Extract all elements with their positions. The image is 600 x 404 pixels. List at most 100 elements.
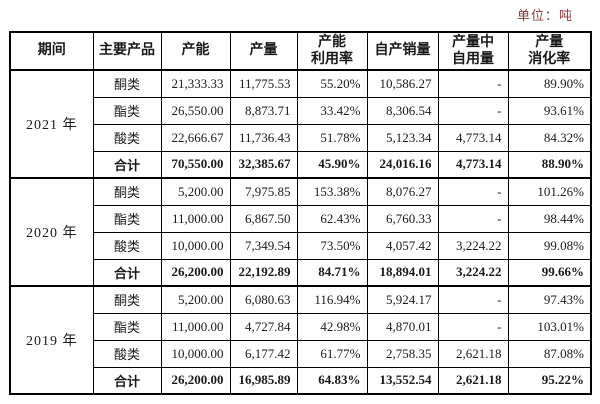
self-use-cell: - [437, 204, 509, 233]
output-cell: 8,873.71 [229, 96, 298, 125]
self-use-cell: - [437, 96, 509, 125]
utilization-cell: 45.90% [296, 150, 368, 179]
self-use-cell: 3,224.22 [437, 258, 509, 287]
digestion-cell: 99.66% [507, 258, 592, 287]
header-text: 产量 [249, 43, 278, 59]
header-row: 期间 主要产品 产能 产量 产能利用率 自产销量 产量中自用量 产量消化率 [9, 31, 592, 71]
product-cell: 酯类 [92, 96, 162, 125]
col-header-digestion: 产量 消化率 [507, 31, 592, 71]
output-cell: 6,080.63 [229, 285, 298, 314]
header-text: 产能 [181, 43, 210, 59]
output-cell: 16,985.89 [229, 366, 298, 395]
header-text: 利用率 [311, 52, 353, 67]
header-text: 产量 [535, 34, 564, 50]
unit-label: 单位：吨 [516, 8, 573, 23]
output-cell: 4,727.84 [229, 312, 298, 341]
table-row: 酯类 26,550.00 8,873.71 33.42% 8,306.54 - … [10, 96, 592, 125]
utilization-cell: 42.98% [296, 312, 368, 341]
self-sales-cell: 5,924.17 [366, 285, 439, 314]
self-use-cell: 3,224.22 [437, 231, 509, 260]
col-header-product: 主要产品 [92, 31, 162, 71]
self-sales-cell: 13,552.54 [366, 366, 439, 395]
self-use-cell: - [437, 69, 509, 98]
product-cell: 酯类 [92, 204, 162, 233]
table-row: 酸类 10,000.00 6,177.42 61.77% 2,758.35 2,… [10, 339, 592, 368]
table-row: 酯类 11,000.00 4,727.84 42.98% 4,870.01 - … [10, 312, 592, 341]
utilization-cell: 61.77% [296, 339, 368, 368]
self-sales-cell: 4,870.01 [366, 312, 439, 341]
utilization-cell: 33.42% [296, 96, 368, 125]
period-cell: 2020 年 [9, 177, 94, 287]
digestion-cell: 87.08% [507, 339, 592, 368]
self-sales-cell: 8,076.27 [366, 177, 439, 206]
table-row: 2021 年 酮类 21,333.33 11,775.53 55.20% 10,… [9, 69, 592, 179]
header-text: 产能 [318, 34, 346, 50]
digestion-cell: 98.44% [507, 204, 592, 233]
self-use-cell: - [437, 312, 509, 341]
header-text: 期间 [37, 43, 66, 59]
period-cell: 2019 年 [9, 285, 94, 395]
self-sales-cell: 6,760.33 [366, 204, 439, 233]
output-cell: 6,177.42 [229, 339, 298, 368]
self-sales-cell: 8,306.54 [366, 96, 439, 125]
header-text: 自用量 [452, 52, 494, 67]
self-use-cell: 4,773.14 [437, 150, 509, 179]
table-row: 酸类 10,000.00 7,349.54 73.50% 4,057.42 3,… [10, 231, 592, 260]
table-header: 期间 主要产品 产能 产量 产能利用率 自产销量 产量中自用量 产量消化率 [9, 31, 592, 71]
col-header-output: 产量 [229, 31, 298, 71]
digestion-cell: 95.22% [507, 366, 592, 395]
capacity-cell: 70,550.00 [160, 150, 231, 179]
col-header-self-sales: 自产销量 [366, 31, 439, 71]
self-sales-cell: 10,586.27 [366, 69, 439, 98]
output-cell: 32,385.67 [229, 150, 298, 179]
self-use-cell: - [437, 285, 509, 314]
self-sales-cell: 4,057.42 [366, 231, 439, 260]
col-header-self-use: 产量中 自用量 [437, 31, 509, 71]
product-cell: 酯类 [92, 312, 162, 341]
capacity-cell: 26,550.00 [160, 96, 231, 125]
utilization-cell: 73.50% [296, 231, 368, 260]
product-cell: 合计 [92, 258, 162, 287]
utilization-cell: 55.20% [296, 69, 368, 98]
output-cell: 11,736.43 [229, 123, 298, 152]
product-cell: 酮类 [92, 69, 162, 98]
capacity-cell: 10,000.00 [160, 231, 231, 260]
digestion-cell: 89.90% [507, 69, 592, 98]
table-row: 酯类 11,000.00 6,867.50 62.43% 6,760.33 - … [10, 204, 592, 233]
total-row: 合计 70,550.00 32,385.67 45.90% 24,016.16 … [10, 150, 592, 179]
table-row: 酸类 22,666.67 11,736.43 51.78% 5,123.34 4… [10, 123, 592, 152]
self-use-cell: - [437, 177, 509, 206]
capacity-cell: 26,200.00 [160, 366, 231, 395]
product-cell: 合计 [92, 150, 162, 179]
digestion-cell: 97.43% [507, 285, 592, 314]
production-table: 期间 主要产品 产能 产量 产能利用率 自产销量 产量中自用量 产量消化率 20… [9, 31, 592, 395]
table-body: 2021 年 酮类 21,333.33 11,775.53 55.20% 10,… [9, 69, 592, 395]
self-sales-cell: 24,016.16 [366, 150, 439, 179]
capacity-cell: 10,000.00 [160, 339, 231, 368]
digestion-cell: 101.26% [507, 177, 592, 206]
capacity-cell: 11,000.00 [160, 312, 231, 341]
product-cell: 酸类 [92, 123, 162, 152]
output-cell: 22,192.89 [229, 258, 298, 287]
digestion-cell: 93.61% [507, 96, 592, 125]
utilization-cell: 84.71% [296, 258, 368, 287]
self-use-cell: 2,621.18 [437, 366, 509, 395]
header-text: 自产销量 [374, 43, 431, 59]
capacity-cell: 21,333.33 [160, 69, 231, 98]
digestion-cell: 88.90% [507, 150, 592, 179]
self-use-cell: 2,621.18 [437, 339, 509, 368]
header-text: 消化率 [528, 52, 571, 67]
header-text: 产量中 [452, 34, 494, 50]
capacity-cell: 22,666.67 [160, 123, 231, 152]
capacity-cell: 11,000.00 [160, 204, 231, 233]
output-cell: 7,975.85 [229, 177, 298, 206]
self-use-cell: 4,773.14 [437, 123, 509, 152]
self-sales-cell: 2,758.35 [366, 339, 439, 368]
capacity-cell: 26,200.00 [160, 258, 231, 287]
col-header-period: 期间 [9, 31, 94, 71]
self-sales-cell: 5,123.34 [366, 123, 439, 152]
capacity-cell: 5,200.00 [160, 285, 231, 314]
col-header-utilization: 产能 利用率 [296, 31, 368, 71]
product-cell: 酸类 [92, 339, 162, 368]
